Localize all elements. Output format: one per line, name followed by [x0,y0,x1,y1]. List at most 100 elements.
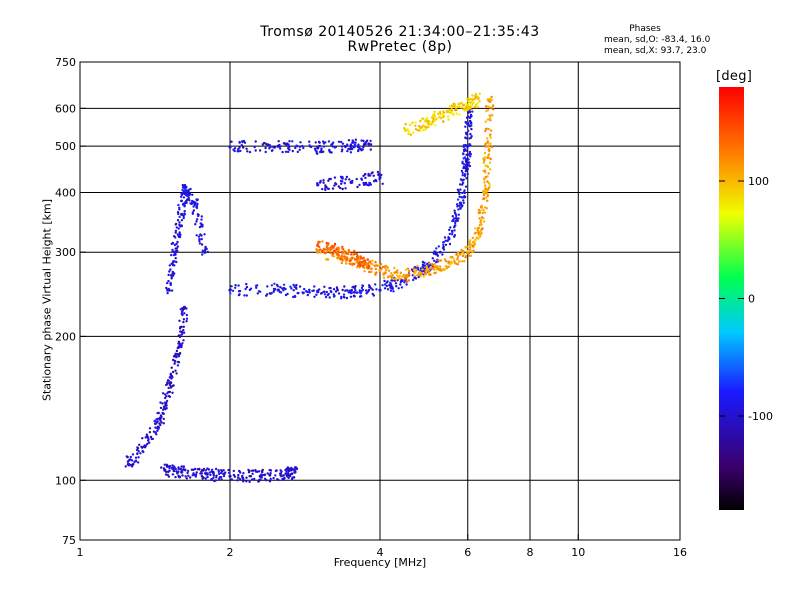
data-point [183,202,186,206]
data-point [229,292,232,295]
data-point [177,361,181,364]
data-point [245,476,248,479]
data-point [177,212,180,216]
data-point [460,248,463,252]
data-point [374,283,377,286]
data-point [431,122,435,126]
data-point [182,328,185,332]
data-point [269,472,272,475]
data-point [321,240,324,243]
data-point [405,274,409,277]
data-point [429,267,433,270]
data-point [367,184,370,187]
data-point [360,286,364,290]
data-point [222,474,226,478]
data-point [299,141,302,144]
data-point [266,293,269,296]
data-point [160,421,163,424]
data-point [176,352,179,356]
data-point [448,108,451,112]
data-point [185,320,188,323]
data-point [488,161,492,164]
data-point [165,404,168,407]
data-point [344,289,347,292]
data-point [328,150,331,153]
data-point [486,175,489,178]
data-point [366,290,369,294]
data-point [479,221,483,224]
data-point [470,108,473,112]
data-point [401,275,404,278]
data-point [351,179,354,183]
data-point [277,140,280,143]
y-axis-ticks: 75 100 200 300 400 500 600 750 [55,56,86,547]
data-point [276,288,280,292]
data-point [346,289,349,292]
data-point [168,469,171,472]
data-point [364,141,368,144]
data-point [149,435,153,439]
data-point [254,149,257,152]
data-point [462,152,465,155]
data-point [465,137,468,140]
data-point [126,456,129,459]
data-point [454,213,457,216]
data-point [488,118,491,121]
data-point [328,286,331,290]
data-point [179,308,182,311]
data-point [447,118,450,121]
data-point [466,108,469,111]
data-point [184,468,187,471]
data-point [455,253,458,256]
data-point [163,393,167,396]
data-point [329,251,332,255]
data-point [181,183,184,187]
data-point [327,140,331,143]
data-point [358,183,361,187]
data-point [360,139,363,142]
data-point [368,285,371,288]
data-point [427,125,430,128]
data-point [203,250,207,254]
data-point [323,285,326,288]
data-point [357,145,361,149]
data-point [471,94,474,97]
data-point [231,289,235,292]
data-point [340,261,343,265]
data-point [441,253,444,256]
data-point [350,262,353,265]
data-point [339,140,343,144]
data-point [246,150,249,153]
data-point [175,247,178,250]
data-point [474,227,477,230]
data-point [468,248,472,251]
data-point [166,473,169,477]
data-point [349,259,352,262]
data-point [464,170,467,173]
data-point [198,239,201,243]
data-point [348,250,351,253]
data-point [424,269,427,272]
data-point [476,95,480,99]
data-point [255,286,258,289]
data-point [251,472,254,475]
data-point [261,143,264,146]
data-point [442,114,445,118]
data-point [167,287,170,291]
data-point [347,139,351,142]
data-point [283,142,286,145]
data-point [281,287,284,290]
data-point [212,474,216,477]
data-point [387,269,391,272]
data-point [371,171,374,174]
data-point [486,144,490,148]
data-point [206,475,209,479]
data-point [229,288,232,291]
data-point [461,183,464,186]
data-point [168,382,171,385]
data-point [425,126,428,129]
data-point [450,260,453,263]
data-point [173,362,176,365]
data-point [260,473,263,476]
data-point [446,115,450,118]
